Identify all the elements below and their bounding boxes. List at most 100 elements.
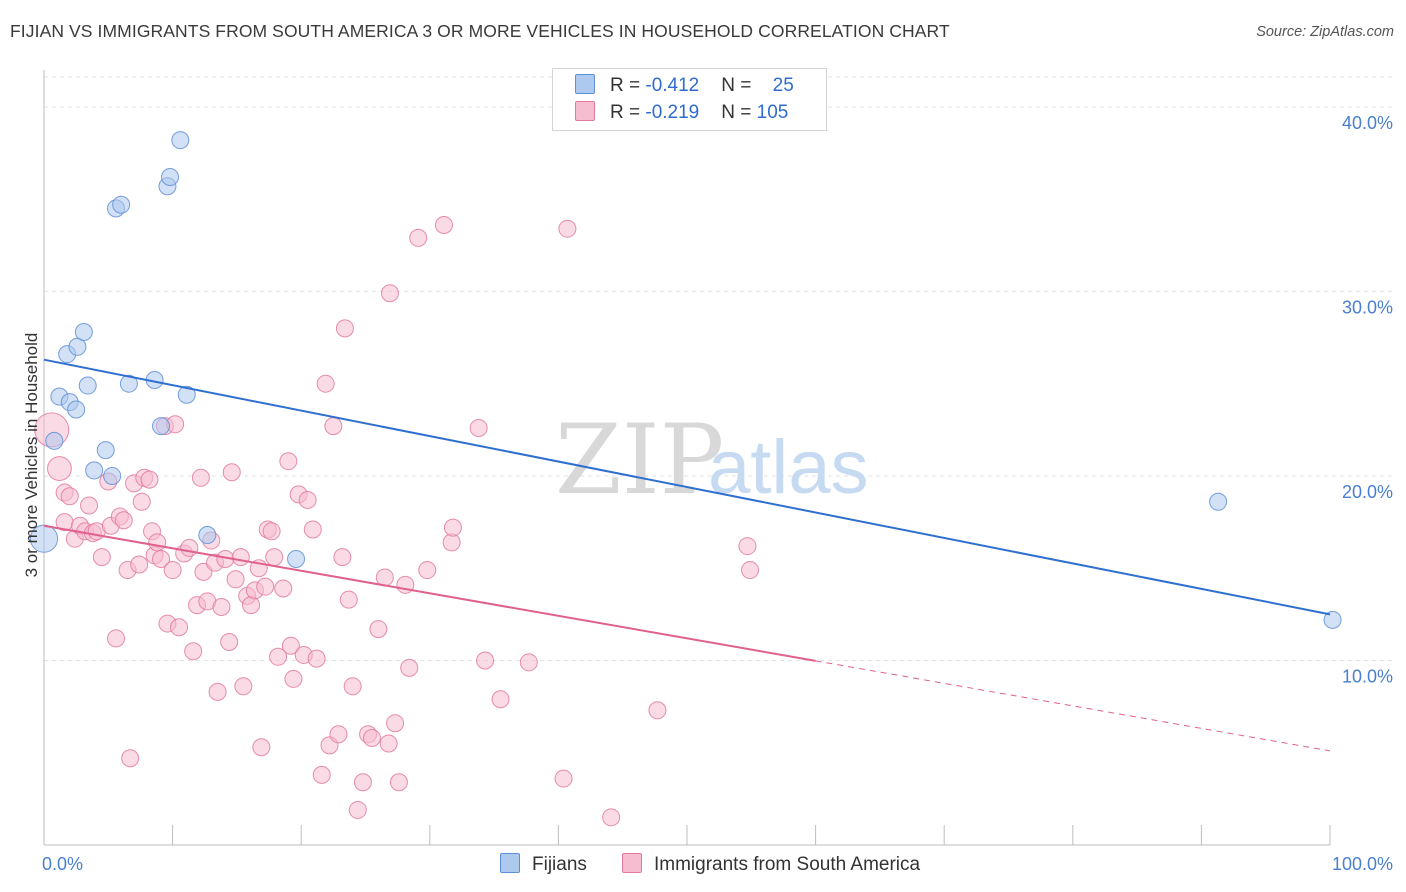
points-fijians	[29, 131, 1342, 629]
south-america-point	[184, 642, 203, 661]
south-america-point	[648, 701, 667, 720]
south-america-point	[469, 418, 488, 437]
x-tick-label: 0.0%	[42, 854, 83, 874]
points-south-america	[34, 216, 760, 827]
south-america-point	[234, 677, 253, 696]
south-america-point	[191, 468, 210, 487]
south-america-point	[738, 537, 757, 556]
fijian-point	[198, 526, 217, 544]
south-america-point	[333, 548, 352, 567]
fijian-point	[177, 385, 196, 404]
south-america-point	[558, 219, 577, 238]
south-america-point	[386, 714, 405, 733]
south-america-point	[212, 597, 231, 616]
watermark-zip: ZIP	[555, 404, 724, 516]
tick-labels: 10.0% 20.0% 30.0% 40.0% 0.0% 100.0%	[42, 113, 1393, 874]
south-america-point	[208, 682, 227, 701]
fijian-point	[287, 549, 306, 568]
south-america-point	[226, 570, 245, 589]
south-america-point	[140, 470, 159, 489]
legend-swatch-fijians	[575, 74, 595, 94]
south-america-point	[281, 636, 300, 655]
watermark: ZIP atlas	[555, 404, 869, 516]
y-tick-label: 20.0%	[1342, 482, 1393, 502]
legend-row-south-america: R = -0.219 N = 105	[575, 101, 788, 125]
south-america-point	[269, 647, 288, 666]
south-america-point	[312, 765, 331, 784]
south-america-point	[335, 319, 354, 338]
south-america-point	[418, 561, 437, 580]
fijian-point	[1209, 492, 1228, 511]
legend-n-label-south-america: N =	[721, 102, 757, 123]
south-america-point	[163, 561, 182, 580]
south-america-point	[303, 520, 322, 539]
bottom-legend-swatch-south-america	[622, 853, 642, 873]
source-label: Source: ZipAtlas.com	[1256, 24, 1394, 40]
legend-n-value-fijians: 25	[772, 75, 794, 96]
south-america-point	[316, 374, 335, 393]
south-america-point	[121, 749, 140, 768]
bottom-legend-swatch-fijians	[500, 853, 520, 873]
fijian-point	[45, 431, 64, 450]
stats-legend: R = -0.412 N = 25 R = -0.219 N = 105	[552, 68, 827, 131]
legend-r-label-south-america: R =	[610, 102, 646, 123]
south-america-point	[256, 577, 275, 596]
south-america-point	[60, 487, 79, 506]
y-tick-label: 10.0%	[1342, 666, 1393, 686]
south-america-point	[265, 548, 284, 567]
south-america-point	[389, 773, 408, 792]
south-america-point	[491, 690, 510, 709]
south-america-point	[231, 548, 250, 567]
south-america-point	[554, 769, 573, 788]
south-america-point	[339, 590, 358, 609]
bottom-legend-label-south-america: Immigrants from South America	[654, 854, 921, 875]
south-america-point	[170, 618, 189, 637]
fijian-point	[103, 466, 122, 485]
fijians-trend-line	[43, 358, 1331, 616]
fijian-point	[171, 131, 190, 150]
south-america-point	[476, 651, 495, 670]
fijian-point	[74, 323, 93, 342]
trend-lines	[43, 358, 1331, 752]
fijian-point	[29, 524, 59, 553]
legend-r-value-south-america: -0.219	[645, 102, 700, 123]
south-america-point	[324, 417, 343, 436]
grid-lines	[44, 76, 1392, 661]
south-america-point	[434, 216, 453, 234]
south-america-point	[114, 511, 133, 530]
legend-r-label-fijians: R =	[610, 75, 646, 96]
south-america-point	[400, 658, 419, 677]
south-america-point	[148, 533, 167, 552]
bottom-legend-south-america: Immigrants from South America	[622, 853, 920, 876]
south-america-point	[262, 522, 281, 541]
fijian-point	[1323, 610, 1342, 629]
bottom-legend-label-fijians: Fijians	[532, 854, 587, 875]
south-america-point	[130, 555, 149, 574]
south-america-point	[380, 284, 399, 303]
south-america-point	[279, 452, 298, 471]
south-america-point	[80, 496, 99, 515]
fijian-point	[67, 400, 86, 419]
south-america-point	[329, 725, 348, 744]
legend-row-fijians: R = -0.412 N = 25	[575, 74, 794, 98]
south-america-point	[242, 596, 261, 615]
south-america-point	[307, 649, 326, 668]
fijian-point	[78, 376, 97, 395]
south-america-point	[369, 620, 388, 639]
south-america-point	[443, 518, 462, 537]
fijian-point	[152, 417, 171, 436]
south-america-point	[107, 629, 126, 648]
legend-n-label-fijians: N =	[721, 75, 757, 96]
fijian-point	[112, 195, 131, 214]
x-tick-label: 100.0%	[1332, 854, 1393, 874]
south-america-point	[180, 538, 199, 557]
south-america-point	[379, 734, 398, 753]
watermark-atlas: atlas	[708, 425, 869, 510]
fijian-point	[85, 461, 104, 480]
south-america-point	[298, 490, 317, 509]
south-america-point	[252, 738, 271, 757]
legend-r-value-fijians: -0.412	[645, 75, 700, 96]
south-america-point	[47, 456, 72, 481]
legend-n-value-south-america: 105	[756, 102, 789, 123]
axes	[43, 70, 1331, 846]
